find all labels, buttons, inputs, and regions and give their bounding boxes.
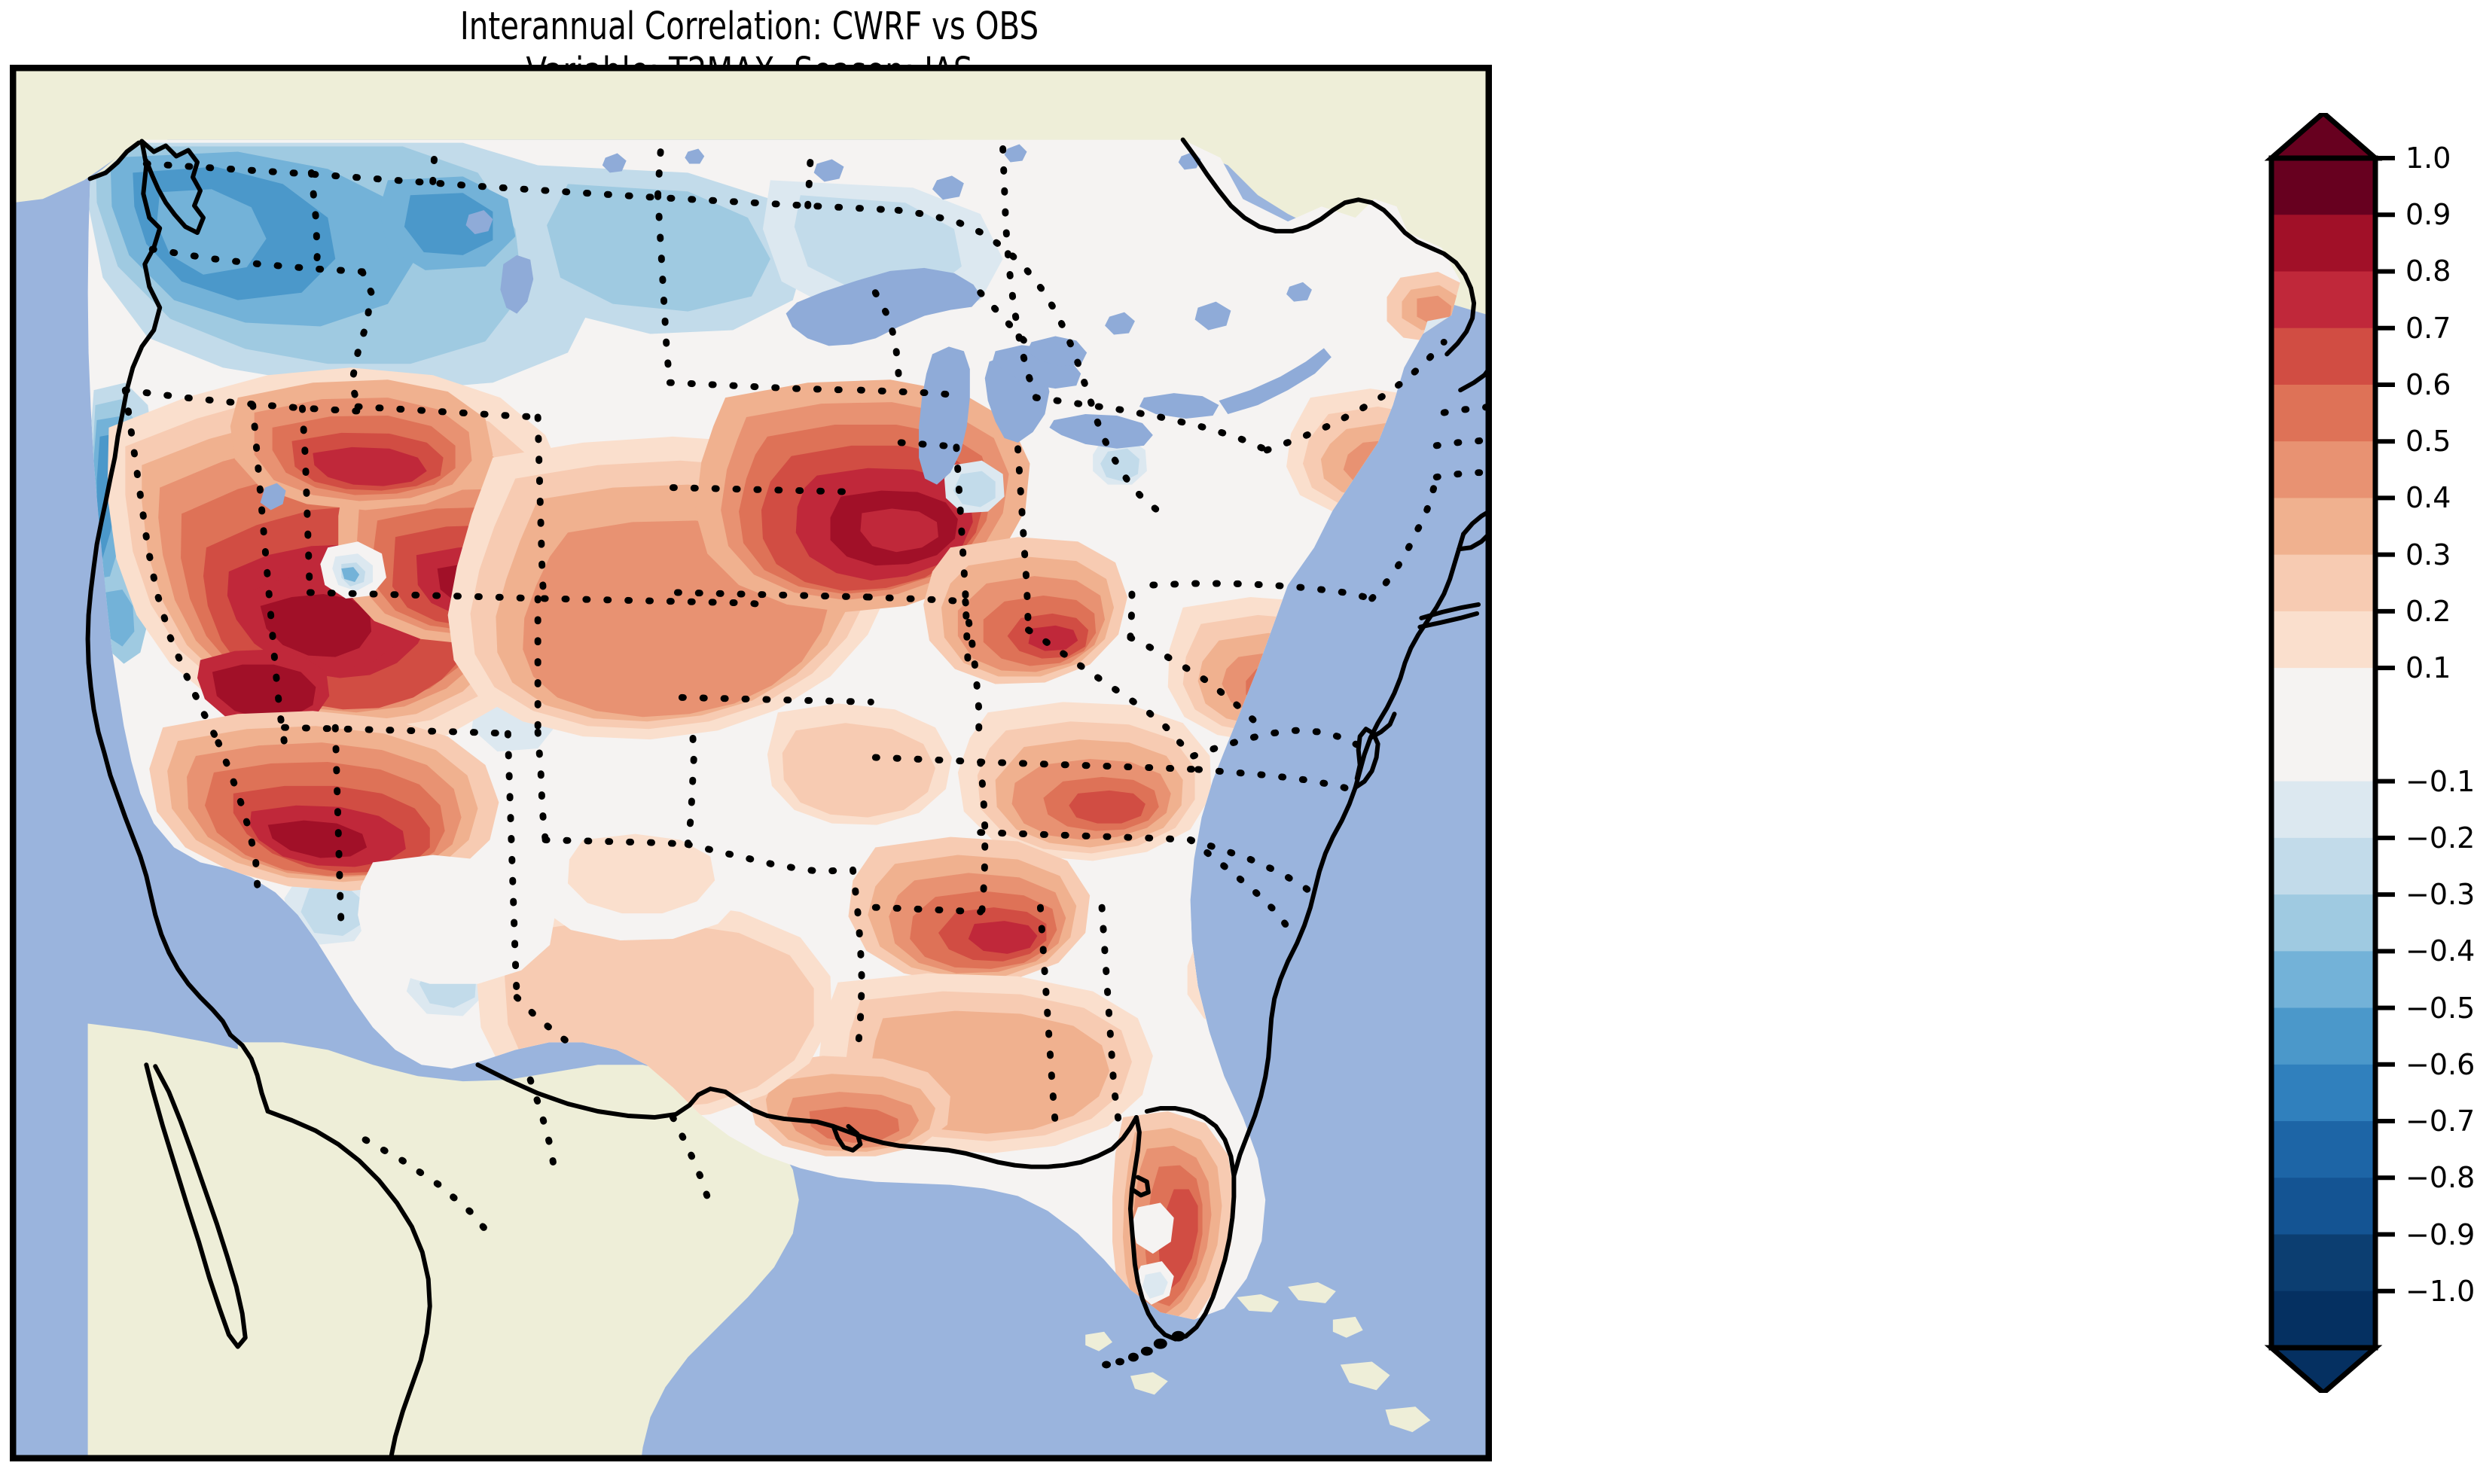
great-lakes [260, 144, 1332, 510]
coastlines [85, 137, 1489, 1458]
colorbar-band [2271, 1007, 2375, 1065]
colorbar-tick-label: 0.7 [2405, 311, 2451, 345]
colorbar-band [2271, 837, 2375, 895]
colorbar-band [2271, 441, 2375, 499]
colorbar-ticks [2375, 156, 2395, 1294]
colorbar-band [2271, 554, 2375, 612]
colorbar-top-extend-arrow [2264, 113, 2383, 161]
colorbar-band [2271, 328, 2375, 385]
title-line-1: Interannual Correlation: CWRF vs OBS [459, 5, 1039, 49]
colorbar-tick-label: 0.5 [2405, 425, 2451, 459]
colorbar-axis-label: Inter-annual Correlation [2408, 0, 2443, 113]
colorbar-tick-label: −0.3 [2405, 878, 2474, 912]
colorbar-tick-label: −0.5 [2405, 991, 2474, 1025]
map-frame [13, 68, 1489, 1458]
colorbar-band [2271, 1291, 2375, 1348]
colorbar-band [2271, 215, 2375, 273]
colorbar-tick-label: −0.7 [2405, 1105, 2474, 1138]
colorbar-bottom-extend-arrow [2264, 1345, 2383, 1393]
map-svg [13, 68, 1489, 1458]
colorbar: 1.0 0.9 0.8 0.7 0.6 0.5 0.4 0.3 0.2 0.1 −0.1 −0.2 −0… [2253, 113, 2474, 1393]
colorbar-tick-label: 0.3 [2405, 538, 2451, 571]
colorbar-band [2271, 1178, 2375, 1236]
colorbar-band [2271, 781, 2375, 839]
colorbar-band [2271, 668, 2375, 782]
colorbar-band [2271, 271, 2375, 329]
colorbar-tick-label: −0.8 [2405, 1161, 2474, 1195]
map-plot-area [10, 65, 1492, 1461]
colorbar-band [2271, 1121, 2375, 1179]
colorbar-band [2271, 498, 2375, 556]
colorbar-bands [2271, 158, 2375, 1348]
colorbar-band [2271, 158, 2375, 216]
colorbar-tick-label: 0.6 [2405, 367, 2451, 401]
colorbar-band [2271, 1234, 2375, 1292]
colorbar-band [2271, 1064, 2375, 1122]
colorbar-tick-label: −0.2 [2405, 821, 2474, 855]
colorbar-tick-label: −0.4 [2405, 934, 2474, 968]
colorbar-outline [2268, 155, 2378, 1351]
colorbar-band [2271, 894, 2375, 952]
colorbar-tick-label: 0.8 [2405, 254, 2451, 288]
colorbar-tick-label: 0.9 [2405, 198, 2451, 232]
colorbar-tick-label: 0.4 [2405, 481, 2451, 515]
colorbar-band [2271, 611, 2375, 669]
colorbar-tick-label: −1.0 [2405, 1274, 2474, 1308]
colorbar-svg [2264, 113, 2395, 1393]
colorbar-tick-label: −0.1 [2405, 764, 2474, 798]
colorbar-band [2271, 951, 2375, 1009]
colorbar-tick-label: −0.6 [2405, 1047, 2474, 1081]
colorbar-tick-label: −0.9 [2405, 1217, 2474, 1251]
colorbar-tick-label: 0.2 [2405, 594, 2451, 628]
colorbar-tick-label: 1.0 [2405, 142, 2451, 175]
colorbar-band [2271, 384, 2375, 442]
colorbar-tick-label: 0.1 [2405, 651, 2451, 685]
state-borders [121, 139, 1489, 1245]
